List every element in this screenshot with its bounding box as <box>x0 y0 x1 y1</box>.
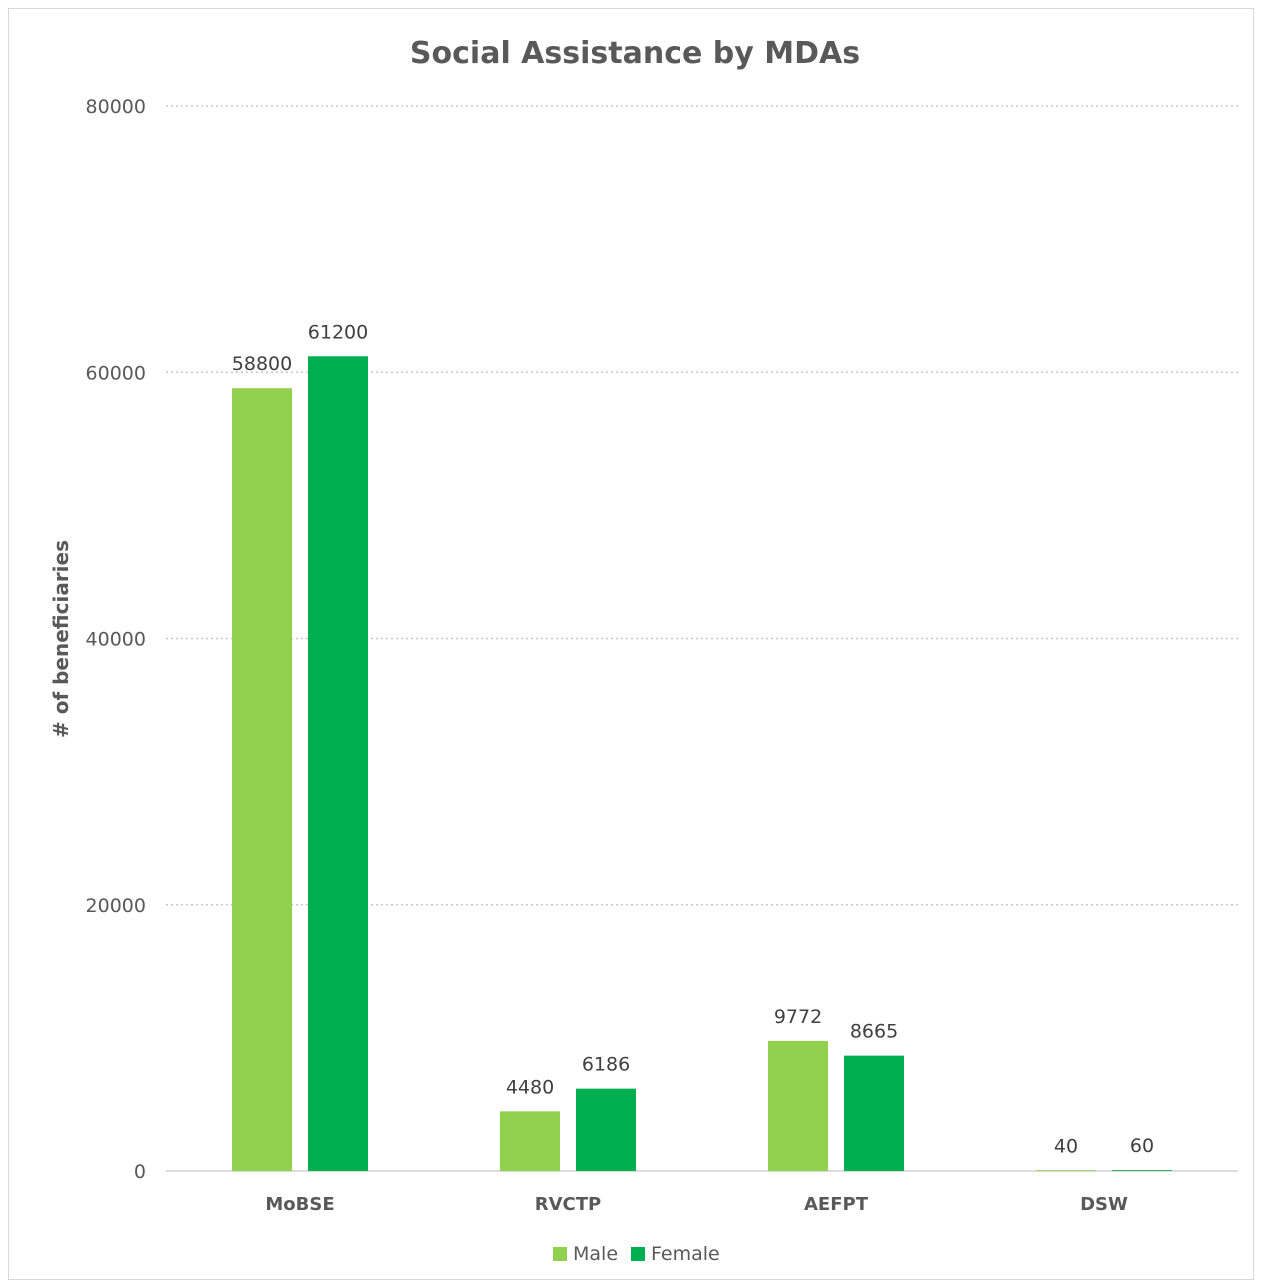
bars <box>232 356 1172 1172</box>
y-tick-label: 40000 <box>86 629 146 651</box>
legend-swatch-female <box>631 1247 645 1261</box>
category-label: AEFPT <box>804 1194 869 1215</box>
data-labels: 58800 61200 4480 6186 9772 8665 40 60 <box>232 321 1154 1157</box>
bar-female <box>1112 1170 1172 1171</box>
legend-swatch-male <box>553 1247 567 1261</box>
data-label: 40 <box>1054 1135 1078 1157</box>
category-label: DSW <box>1080 1194 1128 1215</box>
data-label: 6186 <box>582 1054 630 1076</box>
y-axis-title: # of beneficiaries <box>49 540 73 738</box>
legend-label: Female <box>651 1243 720 1265</box>
y-tick-label: 20000 <box>86 895 146 917</box>
data-label: 9772 <box>774 1006 822 1028</box>
data-label: 58800 <box>232 353 292 375</box>
bar-male <box>1036 1170 1096 1171</box>
bar-male <box>500 1111 560 1171</box>
data-label: 8665 <box>850 1021 898 1043</box>
data-label: 61200 <box>308 321 368 343</box>
bar-female <box>844 1055 904 1171</box>
legend-label: Male <box>573 1243 618 1265</box>
category-label: RVCTP <box>535 1194 601 1215</box>
y-tick-label: 80000 <box>86 96 146 118</box>
data-label: 4480 <box>506 1076 554 1098</box>
bar-female <box>576 1088 636 1171</box>
bar-male <box>232 388 292 1172</box>
y-tick-label: 0 <box>134 1161 146 1183</box>
bar-female <box>308 356 368 1171</box>
y-tick-label: 60000 <box>86 362 146 384</box>
x-axis-categories: MoBSE RVCTP AEFPT DSW <box>265 1194 1128 1215</box>
bar-male <box>768 1040 828 1171</box>
data-label: 60 <box>1130 1135 1154 1157</box>
chart-title: Social Assistance by MDAs <box>410 36 860 71</box>
y-axis-ticks: 0 20000 40000 60000 80000 <box>86 96 146 1183</box>
chart-frame <box>8 8 1254 1280</box>
legend: Male Female <box>553 1243 720 1265</box>
category-label: MoBSE <box>265 1194 334 1215</box>
